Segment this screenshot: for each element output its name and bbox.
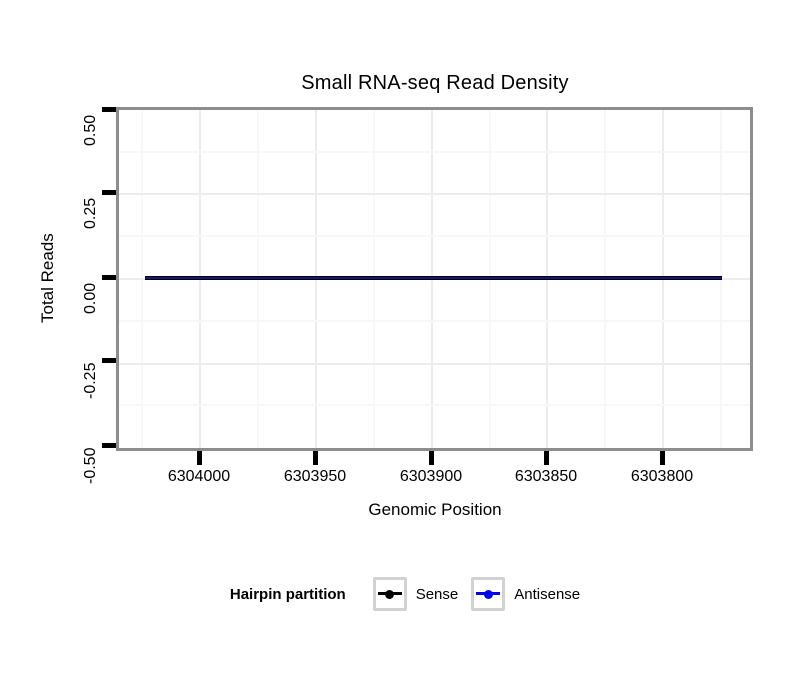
y-tick-label: -0.25 [82, 362, 99, 400]
legend: Hairpin partition Sense Antisense [0, 575, 810, 613]
x-tick-label: 6304000 [167, 468, 231, 485]
gridline-h-minor [119, 404, 750, 406]
y-axis-title: Total Reads [38, 233, 57, 323]
plot-panel [116, 107, 753, 451]
y-tick [102, 358, 116, 363]
x-tick [313, 451, 318, 465]
legend-entry-sense: Sense [372, 577, 459, 611]
legend-label-sense: Sense [415, 585, 459, 603]
x-tick [197, 451, 202, 465]
gridline-h-major [119, 363, 750, 365]
antisense-point-glyph [483, 589, 493, 599]
gridline-h-minor [119, 235, 750, 237]
gridline-h-major [119, 193, 750, 195]
x-tick-label: 6303800 [630, 468, 694, 485]
y-tick [102, 190, 116, 195]
antisense-key-icon [471, 577, 506, 611]
read-density-line [145, 276, 722, 280]
y-tick-label: 0.00 [82, 282, 99, 314]
sense-key-icon [372, 577, 407, 611]
y-tick [102, 107, 116, 112]
x-tick [544, 451, 549, 465]
gridline-h-minor [119, 320, 750, 322]
y-tick [102, 275, 116, 280]
y-tick-label: 0.50 [82, 114, 99, 146]
y-tick-label: 0.25 [82, 197, 99, 229]
x-tick [429, 451, 434, 465]
legend-entry-antisense: Antisense [471, 577, 580, 611]
chart-title: Small RNA-seq Read Density [301, 72, 569, 94]
y-tick-label: -0.50 [82, 447, 99, 485]
legend-title: Hairpin partition [229, 585, 346, 603]
x-axis-title: Genomic Position [368, 500, 502, 519]
legend-label-antisense: Antisense [514, 585, 581, 603]
x-tick [660, 451, 665, 465]
sense-point-glyph [385, 589, 395, 599]
x-tick-label: 6303900 [399, 468, 463, 485]
x-tick-label: 6303850 [514, 468, 578, 485]
x-tick-label: 6303950 [283, 468, 347, 485]
gridline-h-minor [119, 151, 750, 153]
y-tick [102, 443, 116, 448]
read-density-line-overlap [145, 277, 722, 279]
